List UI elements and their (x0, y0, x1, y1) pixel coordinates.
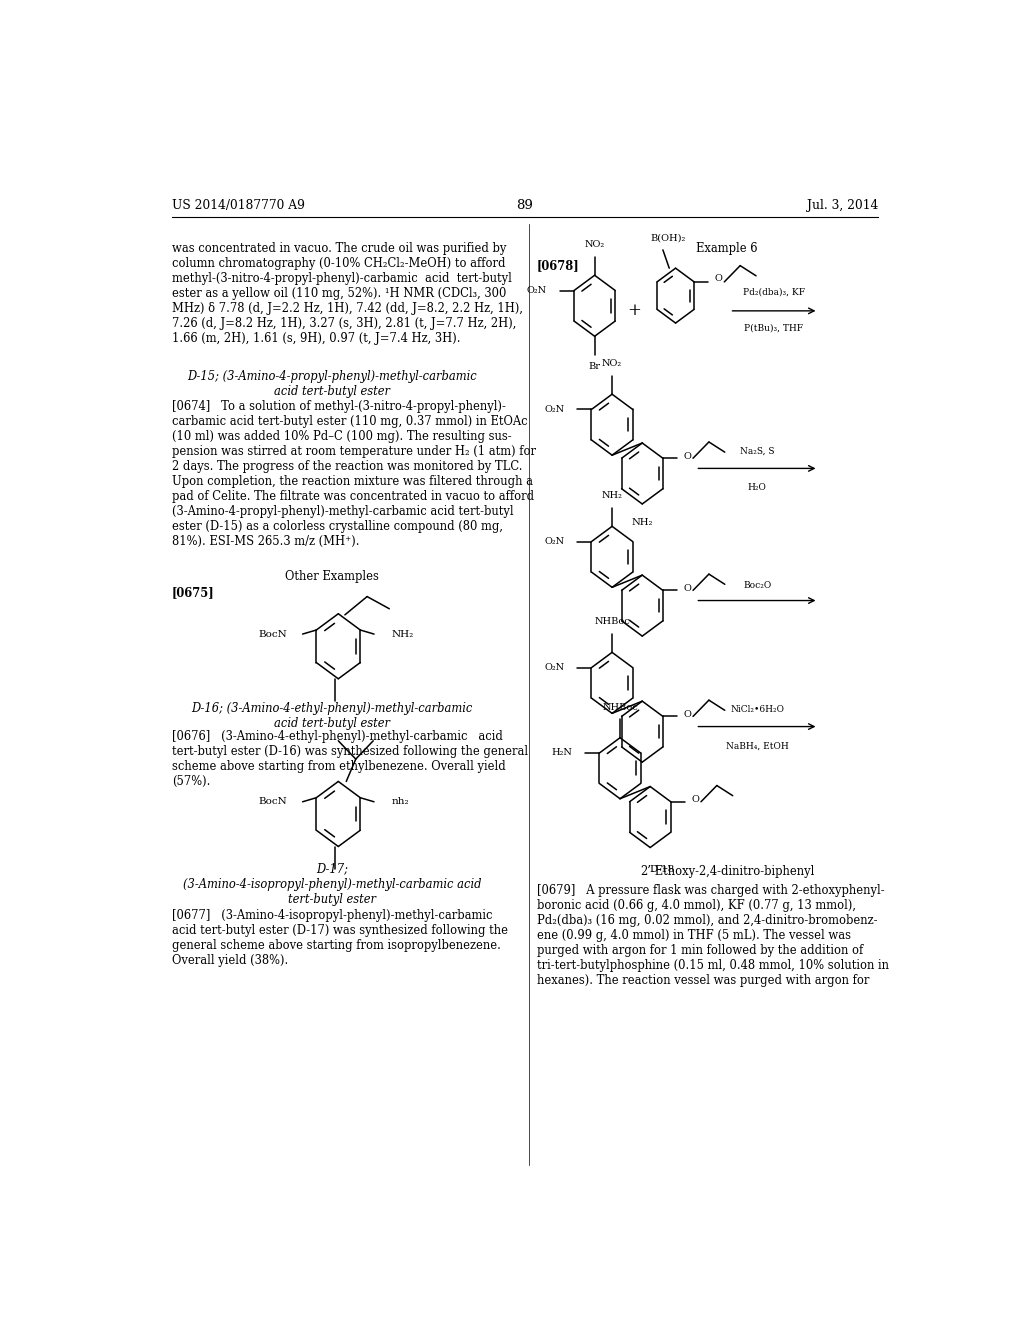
Text: +: + (628, 302, 641, 319)
Text: [0675]: [0675] (172, 586, 214, 599)
Text: [0674]   To a solution of methyl-(3-nitro-4-propyl-phenyl)-
carbamic acid tert-b: [0674] To a solution of methyl-(3-nitro-… (172, 400, 536, 548)
Text: 89: 89 (516, 199, 534, 213)
Text: D-18: D-18 (649, 866, 675, 874)
Text: nh₂: nh₂ (391, 797, 410, 807)
Text: BocN: BocN (258, 797, 287, 807)
Text: NH₂: NH₂ (632, 517, 653, 527)
Text: [0678]: [0678] (537, 259, 580, 272)
Text: [0677]   (3-Amino-4-isopropyl-phenyl)-methyl-carbamic
acid tert-butyl ester (D-1: [0677] (3-Amino-4-isopropyl-phenyl)-meth… (172, 908, 508, 966)
Text: NH₂: NH₂ (391, 630, 414, 639)
Text: Na₂S, S: Na₂S, S (740, 446, 774, 455)
Text: NHBoc: NHBoc (602, 702, 638, 711)
Text: US 2014/0187770 A9: US 2014/0187770 A9 (172, 199, 305, 213)
Text: P(tBu)₃, THF: P(tBu)₃, THF (744, 323, 804, 333)
Text: NH₂: NH₂ (602, 491, 623, 500)
Text: O: O (715, 275, 723, 284)
Text: D-15; (3-Amino-4-propyl-phenyl)-methyl-carbamic
acid tert-butyl ester: D-15; (3-Amino-4-propyl-phenyl)-methyl-c… (187, 370, 477, 397)
Text: NHBoc: NHBoc (594, 618, 630, 627)
Text: 2’-Ethoxy-2,4-dinitro-biphenyl: 2’-Ethoxy-2,4-dinitro-biphenyl (640, 865, 814, 878)
Text: NO₂: NO₂ (585, 240, 605, 249)
Text: was concentrated in vacuo. The crude oil was purified by
column chromatography (: was concentrated in vacuo. The crude oil… (172, 242, 522, 345)
Text: Other Examples: Other Examples (285, 570, 379, 583)
Text: Br: Br (589, 362, 601, 371)
Text: H₂O: H₂O (748, 483, 767, 492)
Text: O: O (683, 583, 691, 593)
Text: NiCl₂•6H₂O: NiCl₂•6H₂O (730, 705, 784, 714)
Text: BocN: BocN (258, 630, 287, 639)
Text: Example 6: Example 6 (696, 242, 758, 255)
Text: O₂N: O₂N (545, 537, 564, 546)
Text: H₂N: H₂N (552, 748, 572, 758)
Text: B(OH)₂: B(OH)₂ (650, 234, 685, 242)
Text: Boc₂O: Boc₂O (743, 581, 771, 590)
Text: NaBH₄, EtOH: NaBH₄, EtOH (726, 742, 788, 750)
Text: [0676]   (3-Amino-4-ethyl-phenyl)-methyl-carbamic   acid
tert-butyl ester (D-16): [0676] (3-Amino-4-ethyl-phenyl)-methyl-c… (172, 730, 527, 788)
Text: O: O (691, 795, 699, 804)
Text: O: O (683, 710, 691, 719)
Text: NO₂: NO₂ (602, 359, 623, 368)
Text: O₂N: O₂N (545, 663, 564, 672)
Text: O: O (683, 451, 691, 461)
Text: D-17;
(3-Amino-4-isopropyl-phenyl)-methyl-carbamic acid
tert-butyl ester: D-17; (3-Amino-4-isopropyl-phenyl)-methy… (182, 863, 481, 906)
Text: O₂N: O₂N (527, 286, 547, 296)
Text: O₂N: O₂N (545, 405, 564, 414)
Text: [0679]   A pressure flask was charged with 2-ethoxyphenyl-
boronic acid (0.66 g,: [0679] A pressure flask was charged with… (537, 884, 889, 987)
Text: Jul. 3, 2014: Jul. 3, 2014 (807, 199, 878, 213)
Text: Pd₂(dba)₃, KF: Pd₂(dba)₃, KF (743, 286, 805, 296)
Text: D-16; (3-Amino-4-ethyl-phenyl)-methyl-carbamic
acid tert-butyl ester: D-16; (3-Amino-4-ethyl-phenyl)-methyl-ca… (191, 702, 473, 730)
